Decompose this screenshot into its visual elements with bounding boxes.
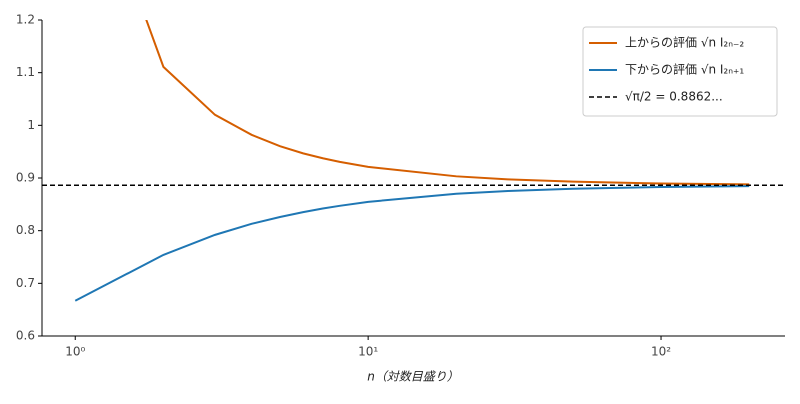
series-line <box>74 185 750 302</box>
plot-area <box>74 20 750 302</box>
x-tick-label: 10¹ <box>358 345 378 359</box>
legend-label: 上からの評価 √n I₂ₙ₋₂ <box>625 35 744 50</box>
y-tick-label: 0.8 <box>16 223 35 237</box>
y-tick-label: 1.2 <box>16 13 35 27</box>
x-tick-label: 10⁰ <box>65 345 85 359</box>
y-tick-label: 0.9 <box>16 171 35 185</box>
legend-label: 下からの評価 √n I₂ₙ₊₁ <box>625 62 744 77</box>
y-tick-label: 1 <box>27 118 35 132</box>
y-tick-label: 0.7 <box>16 276 35 290</box>
y-tick-label: 1.1 <box>16 65 35 79</box>
x-tick-label: 10² <box>651 345 671 359</box>
legend-box <box>582 26 778 117</box>
legend-label: √π/2 = 0.8862... <box>625 90 723 104</box>
x-axis-label: n（対数目盛り） <box>367 370 459 384</box>
y-tick-label: 0.6 <box>16 329 35 343</box>
series-line <box>145 20 750 186</box>
